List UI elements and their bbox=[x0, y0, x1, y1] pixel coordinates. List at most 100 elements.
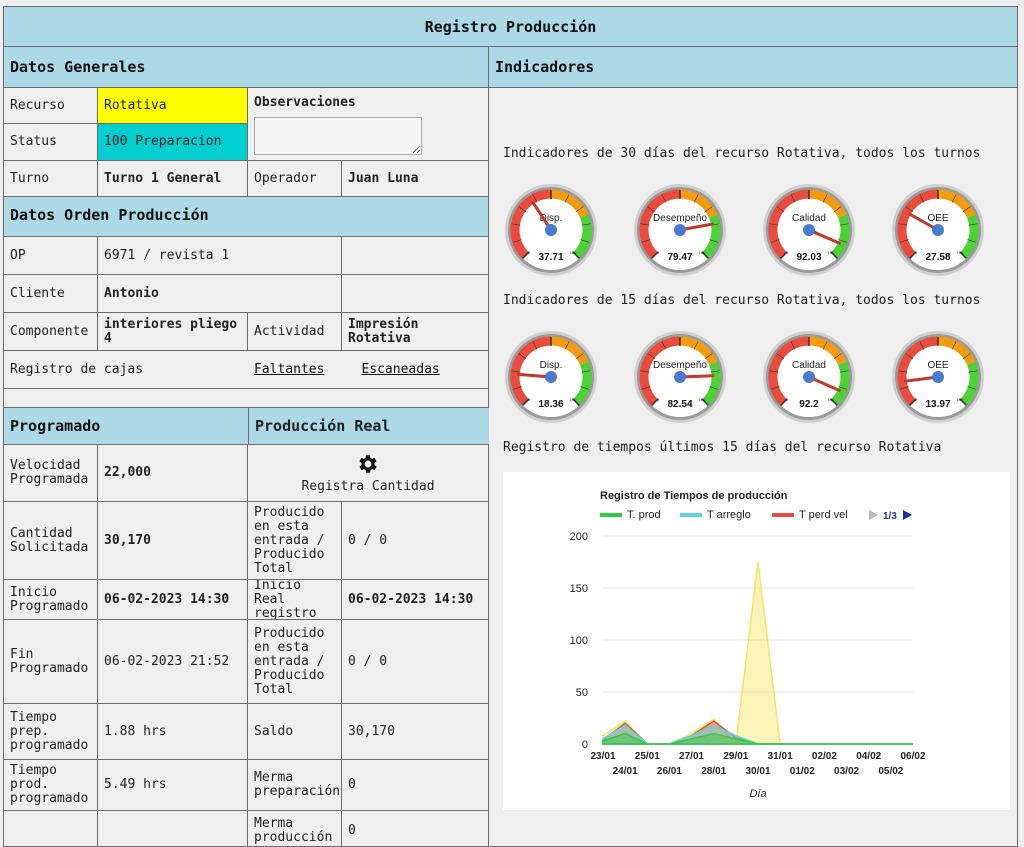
producido2-value: 0 / 0 bbox=[342, 620, 489, 704]
inicio-prog-value: 06-02-2023 14:30 bbox=[98, 580, 248, 620]
empty-cell bbox=[98, 811, 248, 846]
gauge-label: Disp. bbox=[540, 360, 563, 371]
x-tick-label: 25/01 bbox=[635, 751, 660, 762]
cajas-label: Registro de cajas bbox=[4, 351, 248, 389]
y-tick-label: 50 bbox=[576, 687, 588, 699]
gauge-value: 82.54 bbox=[667, 399, 692, 410]
legend-swatch bbox=[680, 513, 702, 517]
inicio-prog-label: Inicio Programado bbox=[4, 580, 98, 620]
x-tick-label: 27/01 bbox=[679, 751, 704, 762]
svg-text:0: 0 bbox=[915, 397, 918, 402]
saldo-label: Saldo bbox=[248, 704, 342, 760]
svg-text:0: 0 bbox=[528, 397, 531, 402]
op-value: 6971 / revista 1 bbox=[98, 237, 342, 275]
observaciones-input[interactable] bbox=[254, 117, 422, 155]
observaciones-label: Observaciones bbox=[254, 95, 356, 110]
svg-text:100: 100 bbox=[828, 250, 835, 255]
real-header: Producción Real bbox=[248, 407, 489, 445]
svg-text:100: 100 bbox=[828, 397, 835, 402]
merma-prod-label: Merma producción bbox=[248, 811, 342, 846]
y-tick-label: 0 bbox=[582, 739, 588, 751]
op-empty bbox=[342, 237, 489, 275]
gauge-oee: OEE 0 100 27.58 bbox=[892, 184, 984, 276]
observaciones-cell: Observaciones bbox=[248, 88, 489, 161]
x-tick-label: 28/01 bbox=[701, 766, 726, 777]
x-tick-label: 03/02 bbox=[834, 766, 859, 777]
gauge-value: 37.71 bbox=[538, 252, 563, 263]
recurso-label: Recurso bbox=[4, 88, 98, 124]
cantidad-value: 30,170 bbox=[98, 502, 248, 580]
fin-label: Fin Programado bbox=[4, 620, 98, 704]
programado-header: Programado bbox=[4, 407, 248, 445]
chart-box: Registro de Tiempos de producción T. prod… bbox=[503, 472, 1010, 810]
tprep-value: 1.88 hrs bbox=[98, 704, 248, 760]
x-tick-label: 24/01 bbox=[613, 766, 638, 777]
inicio-real-value: 06-02-2023 14:30 bbox=[342, 580, 489, 620]
velocidad-label: Velocidad Programada bbox=[4, 445, 98, 502]
right-panel: Indicadores Indicadores de 30 días del r… bbox=[489, 47, 1017, 846]
svg-text:100: 100 bbox=[699, 250, 706, 255]
gear-icon[interactable] bbox=[356, 452, 380, 476]
legend-item[interactable]: T perd vel bbox=[799, 509, 848, 521]
cliente-label: Cliente bbox=[4, 275, 98, 313]
legend-item[interactable]: T arreglo bbox=[707, 509, 751, 521]
componente-value: interiores pliego 4 bbox=[98, 313, 248, 351]
cajas-links: Faltantes Escaneadas bbox=[248, 351, 489, 389]
y-tick-label: 100 bbox=[570, 635, 588, 647]
legend-pager: 1/3 bbox=[883, 511, 897, 522]
next-page-icon[interactable] bbox=[903, 510, 912, 520]
operador-label: Operador bbox=[248, 161, 342, 197]
gauge-value: 18.36 bbox=[538, 399, 563, 410]
gauge-label: Desempeño bbox=[653, 360, 707, 371]
gauge-value: 79.47 bbox=[667, 252, 692, 263]
gauge-desempeo: Desempeño 0 100 79.47 bbox=[634, 184, 726, 276]
merma-prep-label: Merma preparación bbox=[248, 760, 342, 811]
svg-text:0: 0 bbox=[528, 250, 531, 255]
recurso-value: Rotativa bbox=[98, 88, 248, 124]
datos-generales-header: Datos Generales bbox=[4, 47, 488, 88]
x-tick-label: 06/02 bbox=[900, 751, 925, 762]
y-tick-label: 200 bbox=[570, 531, 588, 543]
gauge-disp: Disp. 0 100 18.36 bbox=[505, 331, 597, 423]
escaneadas-link[interactable]: Escaneadas bbox=[361, 361, 440, 377]
actividad-value: Impresión Rotativa bbox=[342, 313, 489, 351]
saldo-value: 30,170 bbox=[342, 704, 489, 760]
producido1-value: 0 / 0 bbox=[342, 502, 489, 580]
page-title: Registro Producción bbox=[4, 7, 1017, 47]
gauge-calidad: Calidad 0 100 92.2 bbox=[763, 331, 855, 423]
left-panel: Datos Generales Recurso Rotativa Status … bbox=[4, 47, 489, 846]
svg-text:100: 100 bbox=[957, 397, 964, 402]
svg-text:0: 0 bbox=[657, 397, 660, 402]
registra-cantidad-cell[interactable]: Registra Cantidad bbox=[248, 445, 489, 502]
x-tick-label: 05/02 bbox=[878, 766, 903, 777]
gauge-value: 13.97 bbox=[925, 399, 950, 410]
sub30-label: Indicadores de 30 días del recurso Rotat… bbox=[503, 146, 981, 161]
svg-text:100: 100 bbox=[957, 250, 964, 255]
fin-value: 06-02-2023 21:52 bbox=[98, 620, 248, 704]
registra-cantidad-label[interactable]: Registra Cantidad bbox=[301, 479, 435, 494]
faltantes-link[interactable]: Faltantes bbox=[254, 361, 325, 377]
tprod-value: 5.49 hrs bbox=[98, 760, 248, 811]
orden-header: Datos Orden Producción bbox=[4, 197, 488, 237]
legend-item[interactable]: T. prod bbox=[627, 509, 661, 521]
gauge-value: 92.2 bbox=[799, 399, 819, 410]
gauge-label: Calidad bbox=[792, 213, 826, 224]
gauge-label: Calidad bbox=[792, 360, 826, 371]
status-label: Status bbox=[4, 124, 98, 161]
x-tick-label: 04/02 bbox=[856, 751, 881, 762]
page-frame: Registro Producción Datos Generales Recu… bbox=[3, 6, 1018, 847]
gauge-value: 92.03 bbox=[796, 252, 821, 263]
legend-swatch bbox=[772, 513, 794, 517]
svg-text:0: 0 bbox=[657, 250, 660, 255]
gauge-label: Disp. bbox=[540, 213, 563, 224]
y-tick-label: 150 bbox=[570, 583, 588, 595]
series-area bbox=[602, 561, 913, 746]
indicadores-header: Indicadores bbox=[489, 47, 1017, 88]
x-tick-label: 30/01 bbox=[745, 766, 770, 777]
svg-text:100: 100 bbox=[570, 397, 577, 402]
x-tick-label: 29/01 bbox=[723, 751, 748, 762]
cliente-empty bbox=[342, 275, 489, 313]
prev-page-icon[interactable] bbox=[869, 510, 878, 520]
svg-text:0: 0 bbox=[915, 250, 918, 255]
legend-swatch bbox=[600, 513, 622, 517]
